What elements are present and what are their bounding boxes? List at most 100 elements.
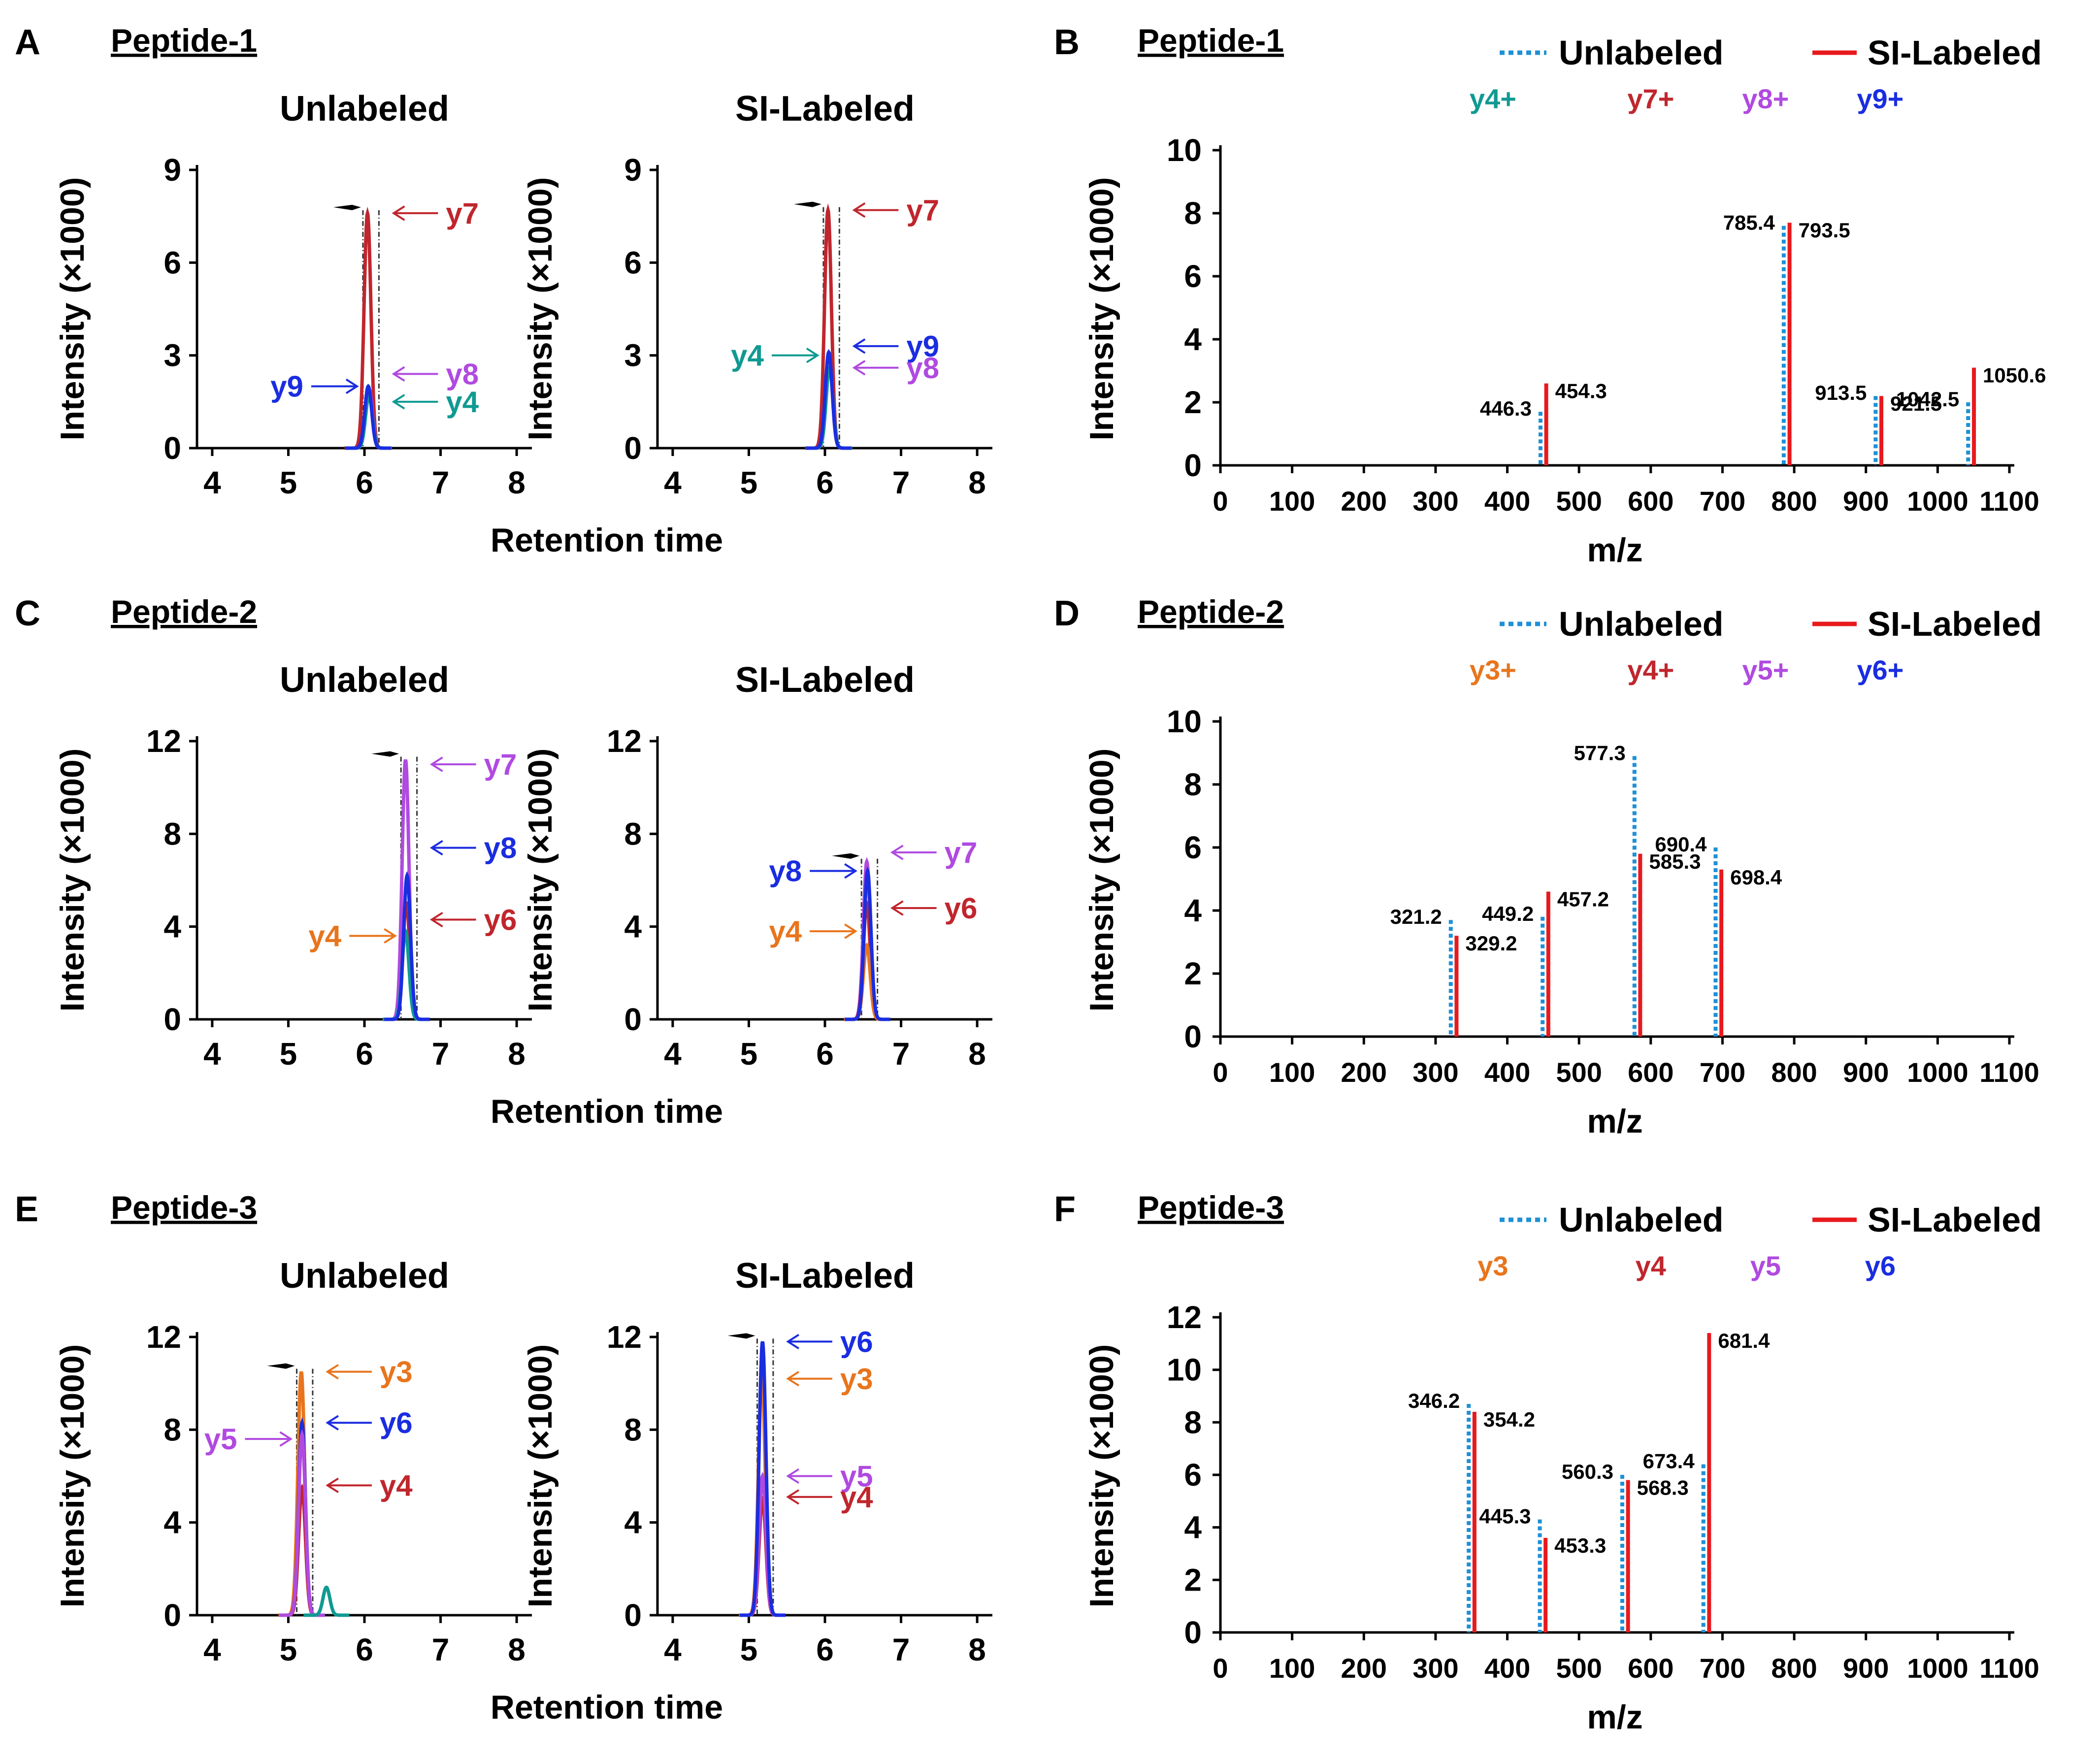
annotation-label: y3 bbox=[380, 1356, 413, 1389]
arrow-head-icon bbox=[392, 205, 405, 221]
y-tick-label: 12 bbox=[607, 1319, 642, 1355]
y-axis-label: Intensity (×1000) bbox=[522, 177, 559, 441]
y-tick-label: 2 bbox=[1184, 385, 1202, 420]
x-tick-label: 5 bbox=[280, 1036, 297, 1072]
arrow-head-icon bbox=[806, 347, 820, 363]
legend-unlabeled-label: Unlabeled bbox=[1559, 33, 1724, 72]
x-tick-label: 0 bbox=[1213, 486, 1228, 517]
ion-header-label: y8+ bbox=[1742, 83, 1789, 114]
peak-mz-label: 346.2 bbox=[1408, 1389, 1460, 1412]
peak-trace-y6 bbox=[383, 900, 429, 1021]
y-tick-label: 12 bbox=[146, 723, 181, 759]
arrow-head-icon bbox=[786, 1371, 799, 1387]
x-tick-label: 500 bbox=[1556, 486, 1602, 517]
chart-subtitle: SI-Labeled bbox=[735, 89, 915, 129]
y-tick-label: 2 bbox=[1184, 956, 1202, 991]
ion-header-label: y6 bbox=[1865, 1250, 1896, 1281]
arrow-head-icon bbox=[429, 756, 443, 772]
arrow-head-icon bbox=[786, 1468, 799, 1484]
x-axis-label: Retention time bbox=[491, 521, 723, 559]
peak-mz-label: 921.5 bbox=[1890, 392, 1942, 415]
x-tick-label: 6 bbox=[356, 465, 373, 500]
x-tick-label: 900 bbox=[1843, 486, 1889, 517]
y-tick-label: 8 bbox=[164, 1412, 181, 1447]
x-tick-label: 500 bbox=[1556, 1653, 1602, 1684]
annotation-label: y6 bbox=[484, 904, 517, 937]
panel-letter: E bbox=[15, 1190, 38, 1229]
annotation-label: y4 bbox=[731, 339, 764, 372]
y-tick-label: 6 bbox=[1184, 1457, 1202, 1493]
panel-title: Peptide-3 bbox=[1138, 1189, 1284, 1226]
arrow-head-icon bbox=[786, 1334, 799, 1350]
x-tick-label: 800 bbox=[1771, 486, 1817, 517]
legend-labeled-label: SI-Labeled bbox=[1868, 1201, 2042, 1239]
peak-mz-label: 1050.6 bbox=[1983, 364, 2046, 387]
annotation-label: y6 bbox=[945, 892, 978, 925]
x-tick-label: 5 bbox=[740, 1632, 758, 1667]
x-tick-label: 400 bbox=[1484, 1653, 1530, 1684]
x-tick-label: 6 bbox=[356, 1036, 373, 1072]
peak-mz-label: 454.3 bbox=[1555, 380, 1607, 403]
x-tick-label: 6 bbox=[816, 1036, 834, 1072]
panel-title: Peptide-2 bbox=[1138, 593, 1284, 630]
annotation-label: y3 bbox=[840, 1363, 873, 1396]
peak-mz-label: 585.3 bbox=[1649, 850, 1701, 873]
x-tick-label: 1100 bbox=[1979, 486, 2039, 517]
arrow-head-icon bbox=[326, 1415, 339, 1431]
x-tick-label: 7 bbox=[892, 1632, 910, 1667]
panel-title: Peptide-1 bbox=[1138, 22, 1284, 59]
x-tick-label: 700 bbox=[1700, 1057, 1745, 1088]
arrow-head-icon bbox=[429, 912, 443, 928]
y-tick-label: 3 bbox=[164, 338, 181, 373]
x-tick-label: 400 bbox=[1484, 1057, 1530, 1088]
peak-mz-label: 449.2 bbox=[1482, 902, 1534, 925]
arrow-head-icon bbox=[392, 394, 405, 410]
y-tick-label: 6 bbox=[624, 245, 642, 280]
peak-mz-label: 445.3 bbox=[1479, 1505, 1531, 1528]
x-tick-label: 1000 bbox=[1907, 1653, 1969, 1684]
x-tick-label: 900 bbox=[1843, 1057, 1889, 1088]
arrow-head-icon bbox=[326, 1364, 339, 1380]
y-tick-label: 0 bbox=[164, 1002, 181, 1037]
x-tick-label: 8 bbox=[968, 1632, 986, 1667]
y-tick-label: 6 bbox=[1184, 259, 1202, 294]
y-axis-label: Intensity (×1000) bbox=[1083, 1344, 1120, 1608]
peak-trace-y9 bbox=[806, 349, 852, 450]
y-tick-label: 10 bbox=[1167, 704, 1202, 739]
peak-trace-y6 bbox=[739, 1341, 786, 1617]
ion-header-label: y3 bbox=[1477, 1250, 1508, 1281]
panel-letter: C bbox=[15, 594, 40, 633]
x-tick-label: 5 bbox=[280, 465, 297, 500]
peak-mz-label: 673.4 bbox=[1643, 1450, 1695, 1473]
peak-mz-label: 913.5 bbox=[1815, 381, 1867, 404]
y-axis-label: Intensity (×1000) bbox=[54, 1344, 91, 1608]
ion-header-label: y4+ bbox=[1470, 83, 1516, 114]
x-tick-label: 300 bbox=[1412, 1057, 1458, 1088]
peak-trace-y8 bbox=[845, 866, 890, 1021]
y-tick-label: 4 bbox=[624, 909, 642, 944]
peak-mz-label: 690.4 bbox=[1655, 833, 1707, 856]
peak-marker-icon bbox=[333, 204, 361, 210]
arrow-head-icon bbox=[392, 366, 405, 382]
x-tick-label: 1100 bbox=[1979, 1653, 2039, 1684]
ion-header-label: y4 bbox=[1636, 1250, 1666, 1281]
x-tick-label: 200 bbox=[1341, 486, 1387, 517]
x-tick-label: 8 bbox=[968, 465, 986, 500]
annotation-label: y9 bbox=[270, 370, 303, 403]
panel-letter: D bbox=[1054, 594, 1080, 633]
x-tick-label: 200 bbox=[1341, 1057, 1387, 1088]
y-tick-label: 0 bbox=[164, 1597, 181, 1633]
peak-mz-label: 457.2 bbox=[1557, 888, 1609, 911]
annotation-label: y6 bbox=[380, 1406, 413, 1439]
peak-marker-icon bbox=[832, 853, 860, 859]
x-tick-label: 7 bbox=[432, 465, 450, 500]
x-tick-label: 7 bbox=[892, 465, 910, 500]
ion-header-label: y4+ bbox=[1627, 654, 1674, 685]
arrow-head-icon bbox=[384, 928, 397, 944]
chart-subtitle: Unlabeled bbox=[280, 89, 449, 129]
peak-trace-y6 bbox=[844, 900, 890, 1021]
peak-mz-label: 321.2 bbox=[1390, 905, 1442, 928]
x-tick-label: 8 bbox=[508, 465, 525, 500]
peak-marker-icon bbox=[727, 1333, 755, 1339]
y-tick-label: 0 bbox=[1184, 1019, 1202, 1054]
